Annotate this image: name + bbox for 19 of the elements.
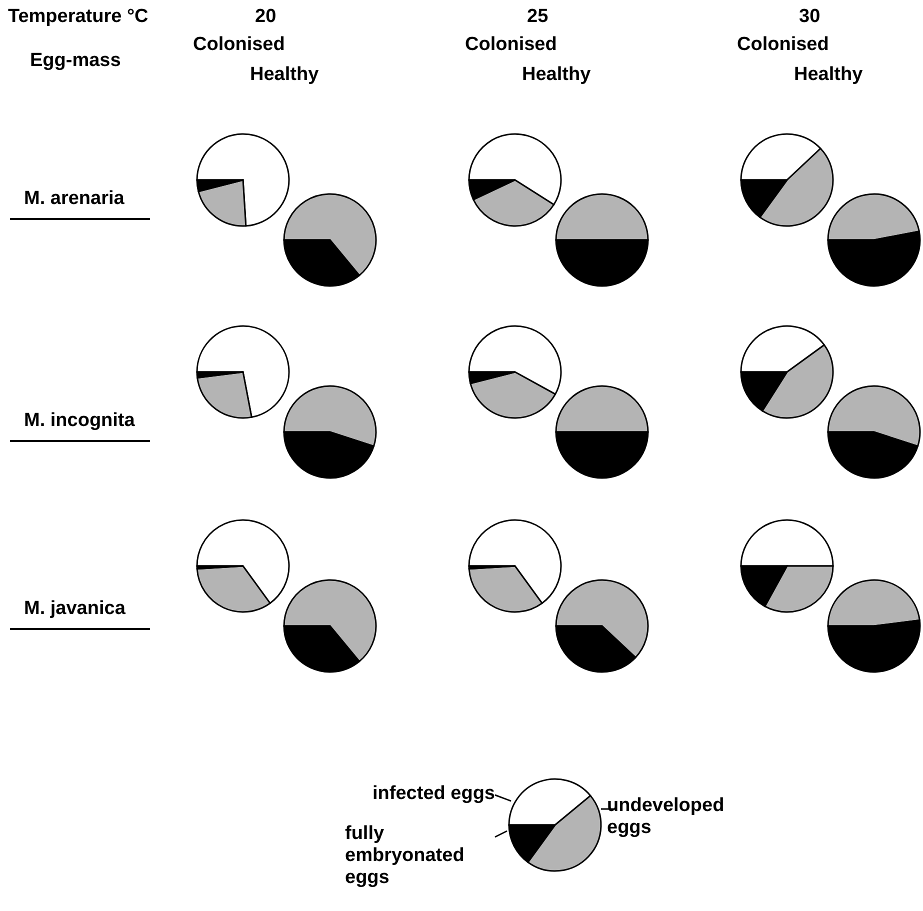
- category-label: M. incognita: [24, 410, 135, 431]
- category-label: 25: [527, 6, 548, 28]
- text: Colonised: [737, 34, 829, 56]
- text: Colonised: [465, 34, 557, 56]
- text: Healthy: [522, 64, 591, 86]
- legend-label: fully embryonated eggs: [345, 823, 466, 889]
- pie-slice: [196, 133, 290, 227]
- slice-label: infected eggs: [372, 783, 495, 805]
- text: Healthy: [794, 64, 863, 86]
- text: Healthy: [250, 64, 319, 86]
- category-label: M. arenaria: [24, 188, 124, 209]
- text: Temperature °C: [8, 6, 148, 28]
- text: Egg-mass: [30, 50, 121, 72]
- category-label: 20: [255, 6, 276, 28]
- pie-slice: [196, 325, 290, 418]
- category-label: M. javanica: [24, 598, 126, 619]
- category-label: 30: [799, 6, 820, 28]
- text: Colonised: [193, 34, 285, 56]
- slice-label: undeveloped eggs: [607, 795, 726, 839]
